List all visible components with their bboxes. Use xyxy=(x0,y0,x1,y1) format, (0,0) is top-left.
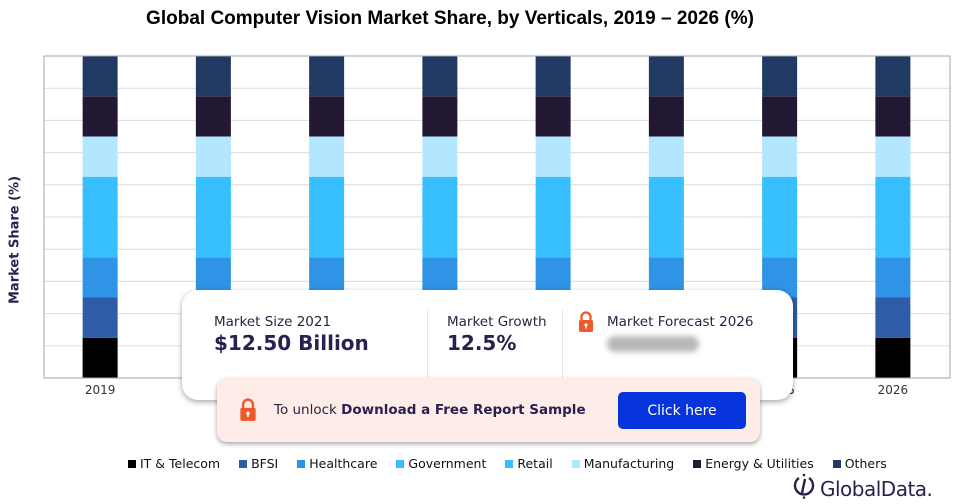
bar-segment-government-2021 xyxy=(309,217,345,258)
bar-segment-manufacturing-2026 xyxy=(875,136,911,177)
market-growth-value: 12.5% xyxy=(447,331,517,355)
unlock-text-bold: Download a Free Report Sample xyxy=(341,402,586,418)
bar-segment-retail-2023 xyxy=(535,176,571,217)
bar-segment-retail-2019 xyxy=(82,176,118,217)
legend-item: Retail xyxy=(505,456,553,471)
bar-segment-energy-utilities-2024 xyxy=(648,96,684,137)
unlock-report-banner: To unlock Download a Free Report Sample … xyxy=(217,378,760,442)
market-forecast-stat: Market Forecast 2026 xyxy=(607,314,753,352)
bar-segment-manufacturing-2025 xyxy=(762,136,798,177)
bar-segment-others-2025 xyxy=(762,56,798,97)
legend-label: Others xyxy=(844,456,887,471)
bar-segment-others-2021 xyxy=(309,56,345,97)
bar-segment-government-2020 xyxy=(195,217,231,258)
brand-name: GlobalData. xyxy=(820,476,933,501)
bar-segment-energy-utilities-2019 xyxy=(82,96,118,137)
legend-swatch xyxy=(297,459,306,468)
bar-segment-retail-2022 xyxy=(422,176,458,217)
bar-segment-manufacturing-2020 xyxy=(195,136,231,177)
legend-item: Healthcare xyxy=(297,456,377,471)
market-growth-label: Market Growth xyxy=(447,314,547,330)
bar-segment-others-2020 xyxy=(195,56,231,97)
bar-segment-government-2024 xyxy=(648,217,684,258)
globaldata-logo-icon xyxy=(792,473,816,504)
bars xyxy=(82,56,911,378)
bar-segment-government-2019 xyxy=(82,217,118,258)
x-tick-label: 2019 xyxy=(85,383,116,397)
market-growth-stat: Market Growth 12.5% xyxy=(447,314,547,355)
bar-segment-government-2025 xyxy=(762,217,798,258)
legend-swatch xyxy=(396,459,405,468)
bar-segment-government-2023 xyxy=(535,217,571,258)
bar-segment-retail-2021 xyxy=(309,176,345,217)
bar-segment-it-telecom-2019 xyxy=(82,337,118,378)
legend-item: Government xyxy=(396,456,486,471)
chart-title: Global Computer Vision Market Share, by … xyxy=(146,8,754,29)
market-size-stat: Market Size 2021 $12.50 Billion xyxy=(214,314,369,355)
bar-segment-manufacturing-2021 xyxy=(309,136,345,177)
unlock-text-prefix: To unlock xyxy=(274,402,342,418)
divider xyxy=(562,310,563,380)
globaldata-logo: GlobalData. xyxy=(792,473,933,504)
bar-segment-manufacturing-2024 xyxy=(648,136,684,177)
legend-item: Others xyxy=(832,456,887,471)
bar-segment-others-2023 xyxy=(535,56,571,97)
bar-segment-retail-2025 xyxy=(762,176,798,217)
bar-segment-retail-2026 xyxy=(875,176,911,217)
divider xyxy=(427,310,428,380)
bar-segment-bfsi-2019 xyxy=(82,297,118,338)
market-forecast-label: Market Forecast 2026 xyxy=(607,314,754,330)
legend-label: BFSI xyxy=(251,456,279,471)
bar-segment-energy-utilities-2025 xyxy=(762,96,798,137)
lock-icon xyxy=(578,311,594,338)
bar-segment-healthcare-2019 xyxy=(82,257,118,298)
legend-swatch xyxy=(239,459,248,468)
bar-segment-energy-utilities-2021 xyxy=(309,96,345,137)
click-here-button[interactable]: Click here xyxy=(618,392,746,429)
lock-icon xyxy=(239,398,257,427)
market-size-label: Market Size 2021 xyxy=(214,314,332,330)
legend-swatch xyxy=(128,459,136,468)
legend-item: BFSI xyxy=(239,456,278,471)
bar-segment-energy-utilities-2023 xyxy=(535,96,571,137)
bar-segment-energy-utilities-2026 xyxy=(875,96,911,137)
legend-item: IT & Telecom xyxy=(128,456,220,471)
legend-swatch xyxy=(571,459,580,468)
bar-segment-energy-utilities-2022 xyxy=(422,96,458,137)
legend-label: Healthcare xyxy=(309,456,378,471)
market-size-value: $12.50 Billion xyxy=(214,331,369,355)
bar-segment-others-2026 xyxy=(875,56,911,97)
bar-segment-energy-utilities-2020 xyxy=(195,96,231,137)
market-forecast-value-blurred xyxy=(607,336,699,352)
legend: IT & Telecom BFSI Healthcare Government Reta… xyxy=(128,456,906,471)
legend-label: Government xyxy=(408,456,487,471)
bar-segment-manufacturing-2023 xyxy=(535,136,571,177)
legend-swatch xyxy=(832,459,841,468)
bar-segment-manufacturing-2022 xyxy=(422,136,458,177)
legend-label: Energy & Utilities xyxy=(705,456,814,471)
bar-segment-government-2022 xyxy=(422,217,458,258)
legend-swatch xyxy=(693,459,702,468)
legend-label: Manufacturing xyxy=(583,456,675,471)
bar-segment-government-2026 xyxy=(875,217,911,258)
bar-segment-manufacturing-2019 xyxy=(82,136,118,177)
legend-item: Energy & Utilities xyxy=(693,456,814,471)
bar-segment-retail-2024 xyxy=(648,176,684,217)
legend-label: Retail xyxy=(517,456,553,471)
bar-segment-others-2024 xyxy=(648,56,684,97)
bar-segment-retail-2020 xyxy=(195,176,231,217)
legend-swatch xyxy=(505,459,514,468)
bar-segment-bfsi-2026 xyxy=(875,297,911,338)
x-tick-label: 2026 xyxy=(878,383,909,397)
bar-segment-others-2019 xyxy=(82,56,118,97)
bar-segment-others-2022 xyxy=(422,56,458,97)
legend-item: Manufacturing xyxy=(571,456,675,471)
bar-segment-it-telecom-2026 xyxy=(875,337,911,378)
bar-segment-healthcare-2026 xyxy=(875,257,911,298)
legend-label: IT & Telecom xyxy=(140,456,221,471)
unlock-text: To unlock Download a Free Report Sample xyxy=(274,402,586,418)
